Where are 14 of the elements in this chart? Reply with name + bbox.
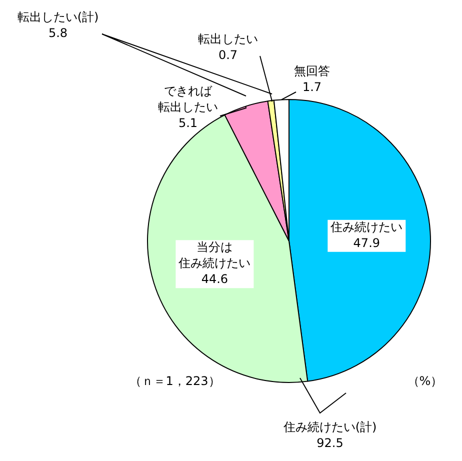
data-label: 5.1	[178, 116, 198, 130]
data-label: 44.6	[201, 272, 228, 286]
data-label: 1.7	[302, 80, 322, 94]
slice-label: 当分は住み続けたい	[178, 240, 251, 270]
data-label: 47.9	[353, 236, 380, 250]
text: （%）	[407, 374, 443, 388]
slice-label: 転出したい	[198, 32, 258, 46]
slice-label: できれば転出したい	[158, 84, 218, 114]
text: 転出したい(計) 5.8	[17, 10, 99, 40]
text: （ｎ＝1，223）	[130, 374, 220, 388]
data-label: 0.7	[218, 48, 238, 62]
text: 住み続けたい(計) 92.5	[282, 420, 377, 450]
slice-label: 住み続けたい	[330, 220, 403, 234]
slice-label: 無回答	[294, 64, 330, 78]
